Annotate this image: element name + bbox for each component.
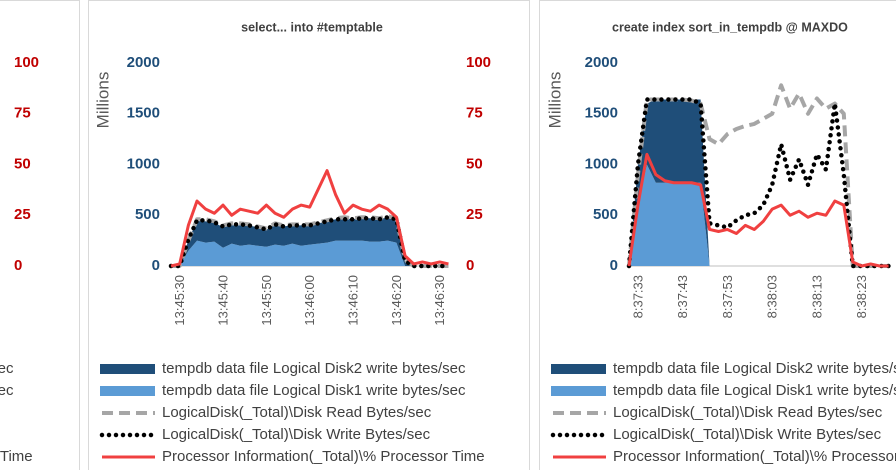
x-tick-label: 13:46:10 [346, 275, 361, 326]
legend-label: tempdb data file Logical Disk2 write byt… [162, 360, 466, 377]
stacked-area [629, 164, 889, 266]
y-tick-label: 0 [610, 257, 618, 274]
legend-label: LogicalDisk(_Total)\Disk Write Bytes/sec [613, 426, 882, 443]
chart-panel: create index sort_in_tempdb @ MAXDO Milli… [545, 20, 896, 465]
chart-panel: select... into #temptableMillions0500100… [93, 20, 491, 465]
y2-tick-label: 75 [14, 105, 31, 122]
legend-swatch [551, 386, 606, 396]
x-tick-label: 13:46:30 [432, 275, 447, 326]
legend-label: LogicalDisk(_Total)\Disk Read Bytes/sec [613, 404, 883, 421]
y2-tick-label: 0 [466, 257, 474, 274]
panel-border [539, 0, 896, 470]
legend-label: tempdb data file Logical Disk2 write byt… [0, 360, 14, 377]
y2-tick-label: 75 [466, 105, 483, 122]
chart-title: select... into #temptable [241, 20, 383, 34]
stacked-area [171, 240, 449, 266]
legend-label: Processor Information(_Total)\% Processo… [613, 448, 896, 465]
x-tick-label: 13:46:20 [389, 275, 404, 326]
x-tick-label: 13:46:00 [302, 275, 317, 326]
panel-border [0, 0, 80, 470]
x-tick-label: 8:37:43 [675, 275, 690, 318]
chart-title: create index sort_in_tempdb @ MAXDO [612, 20, 848, 34]
series-line [627, 83, 889, 268]
x-tick-label: 8:37:33 [630, 275, 645, 318]
legend-label: Processor Information(_Total)\% Processo… [162, 448, 485, 465]
series-line [168, 215, 451, 269]
x-tick-label: 8:37:53 [720, 275, 735, 318]
legend-swatch [100, 386, 155, 396]
series-line [627, 152, 889, 268]
y-tick-label: 0 [152, 257, 160, 274]
y-tick-label: 500 [593, 206, 618, 223]
x-tick-label: 8:38:23 [854, 275, 869, 318]
y2-tick-label: 100 [14, 54, 39, 71]
y-tick-label: 2000 [127, 54, 160, 71]
y-axis-label: Millions [93, 72, 112, 129]
series-line [626, 97, 891, 269]
chart-panel: 0 25 50 75 100 tempdb data file Logical Disk2… [0, 54, 39, 465]
x-tick-label: 8:38:03 [765, 275, 780, 318]
y-tick-label: 1500 [127, 105, 160, 122]
legend-label: tempdb data file Logical Disk1 write byt… [613, 382, 896, 399]
y-tick-label: 1500 [585, 105, 618, 122]
y2-tick-label: 50 [14, 155, 31, 172]
y2-tick-label: 25 [466, 206, 483, 223]
y-tick-label: 500 [135, 206, 160, 223]
stacked-area [171, 217, 449, 266]
legend-swatch [551, 364, 606, 374]
legend-label: tempdb data file Logical Disk1 write byt… [162, 382, 466, 399]
series-line [170, 169, 449, 268]
x-tick-label: 8:38:13 [809, 275, 824, 318]
x-tick-label: 13:45:40 [215, 275, 230, 326]
legend-swatch [100, 364, 155, 374]
legend-label: tempdb data file Logical Disk2 write byt… [613, 360, 896, 377]
y-tick-label: 2000 [585, 54, 618, 71]
y2-tick-label: 0 [14, 257, 22, 274]
panel-border [88, 0, 530, 470]
y-axis-label: Millions [545, 72, 564, 129]
legend-label: LogicalDisk(_Total)\Disk Write Bytes/sec [162, 426, 431, 443]
y-tick-label: 1000 [585, 155, 618, 172]
legend-label: tempdb data file Logical Disk1 write byt… [0, 382, 14, 399]
x-tick-label: 13:45:50 [259, 275, 274, 326]
y-tick-label: 1000 [127, 155, 160, 172]
y2-tick-label: 50 [466, 155, 483, 172]
y2-tick-label: 100 [466, 54, 491, 71]
legend-label: Processor Information(_Total)\% Processo… [0, 448, 33, 465]
x-tick-label: 13:45:30 [172, 275, 187, 326]
y2-tick-label: 25 [14, 206, 31, 223]
legend-label: LogicalDisk(_Total)\Disk Read Bytes/sec [162, 404, 432, 421]
stacked-area [629, 99, 889, 266]
